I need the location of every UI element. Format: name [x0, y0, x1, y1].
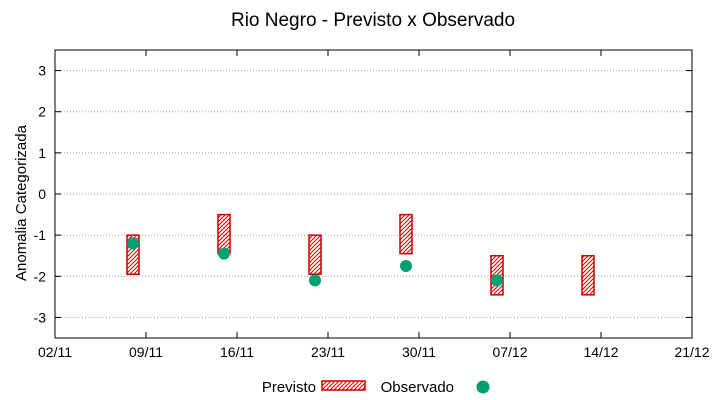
x-tick-label: 14/12	[583, 344, 618, 360]
y-tick-label: 1	[38, 145, 46, 161]
x-tick-label: 16/11	[220, 344, 254, 360]
legend-label-previsto: Previsto	[262, 379, 316, 396]
y-axis-label: Anomalia Categorizada	[13, 124, 30, 281]
y-tick-label: -1	[34, 227, 47, 243]
x-tick-label: 21/12	[674, 344, 709, 360]
legend-label-observado: Observado	[381, 379, 454, 396]
y-tick-label: 2	[38, 104, 46, 120]
data-marks	[126, 213, 595, 296]
observado-point	[309, 274, 321, 287]
x-tick-label: 23/11	[311, 344, 345, 360]
y-tick-label: -2	[34, 268, 47, 284]
axis-ticks: 3 2 1 0 -1 -2 -3 02/11 09/11 16/11 23/11 30/11 07/12…	[34, 50, 710, 360]
y-tick-label: -3	[34, 309, 47, 325]
previsto-range-bar	[581, 254, 595, 296]
x-tick-label: 30/11	[402, 344, 436, 360]
x-tick-label: 09/11	[129, 344, 163, 360]
y-tick-label: 3	[38, 63, 46, 79]
observado-point	[491, 274, 503, 287]
x-tick-label: 07/12	[492, 344, 527, 360]
grid-lines	[55, 70, 692, 318]
legend-swatch-previsto	[321, 380, 366, 391]
previsto-range-bar	[399, 213, 413, 255]
plot-frame	[54, 49, 693, 339]
legend-marker-observado	[476, 380, 490, 394]
y-tick-label: 0	[38, 186, 46, 202]
x-tick-label: 02/11	[38, 344, 72, 360]
legend: Previsto Observado	[262, 379, 490, 396]
previsto-range-bar	[308, 234, 322, 275]
observado-point	[400, 260, 412, 272]
observado-point	[218, 247, 230, 260]
chart-title: Rio Negro - Previsto x Observado	[231, 10, 515, 31]
observado-point	[127, 237, 139, 250]
